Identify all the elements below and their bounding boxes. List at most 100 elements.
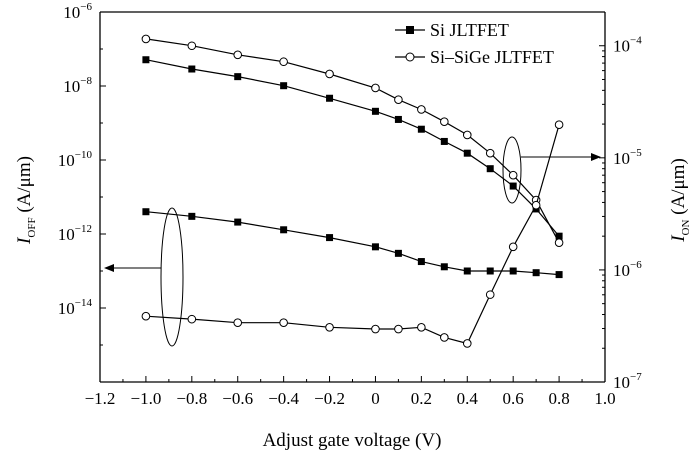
legend-label-sisige: Si–SiGe JLTFET [430, 47, 554, 67]
on-annotation [502, 136, 601, 204]
data-point-i-off-si [234, 218, 242, 226]
legend-entry-si: Si JLTFET [395, 20, 509, 40]
tick-base: 10 [63, 77, 80, 96]
data-point-i-off-si-sige [462, 339, 472, 348]
data-point-i-on-si-sige [554, 238, 564, 247]
data-point-i-off-si [509, 267, 517, 275]
tick-base: 10 [58, 225, 75, 244]
x-tick-label: 1.0 [594, 389, 615, 408]
data-point-i-off-si-sige [233, 318, 243, 328]
data-point-i-on-si-sige [508, 170, 518, 180]
tick-base: 10 [58, 151, 75, 170]
data-point-i-off-si [463, 267, 471, 275]
data-point-i-off-si [417, 258, 425, 266]
data-point-i-off-si-sige [531, 200, 541, 210]
right-axis-title-unit: (A/μm) [668, 158, 689, 219]
data-point-i-off-si-sige [187, 314, 197, 324]
left-axis-title-main: I [14, 236, 35, 245]
legend-label-si: Si JLTFET [430, 20, 509, 40]
right-axis-title-main: I [668, 234, 689, 243]
legend-entry-sisige: Si–SiGe JLTFET [395, 47, 554, 67]
right-tick-label: 10−6 [613, 259, 642, 280]
x-tick-label: 0.4 [457, 389, 479, 408]
data-point-i-on-si [326, 94, 334, 102]
tick-exponent: −6 [630, 259, 642, 271]
x-tick-label: −0.4 [268, 389, 299, 408]
data-point-i-off-si [440, 263, 448, 271]
series-line-i-off-si [145, 211, 560, 276]
right-tick-label: 10−4 [613, 35, 642, 56]
data-point-i-off-si [371, 243, 379, 251]
left-axis-title: IOFF (A/μm) [14, 156, 38, 245]
left-axis-title-unit: (A/μm) [14, 156, 35, 217]
data-point-i-on-si [394, 115, 402, 123]
data-point-i-off-si [142, 208, 150, 216]
series-line-i-on-si-sige [145, 38, 560, 243]
data-point-i-on-si [417, 125, 425, 133]
right-tick-label: 10−5 [613, 147, 642, 168]
off-annotation [104, 207, 184, 347]
tick-exponent: −7 [630, 371, 642, 383]
data-point-i-on-si-sige [371, 83, 380, 93]
data-point-i-on-si-sige [440, 117, 449, 127]
right-tick-label: 10−7 [613, 371, 642, 392]
data-point-i-off-si-sige [554, 120, 564, 129]
x-tick-label: −1.0 [130, 389, 161, 408]
data-point-i-on-si [509, 182, 517, 190]
x-tick-label: 0 [371, 389, 380, 408]
data-point-i-off-si-sige [325, 323, 334, 332]
data-point-i-on-si-sige [279, 57, 288, 67]
x-tick-label: 0.2 [411, 389, 432, 408]
x-tick-label: −0.8 [176, 389, 207, 408]
data-point-i-off-si-sige [141, 311, 151, 321]
data-point-i-on-si-sige [141, 34, 151, 44]
x-tick-label: 0.8 [548, 389, 569, 408]
data-point-i-off-si [394, 249, 402, 257]
data-point-i-off-si [532, 269, 540, 277]
data-point-i-on-si-sige [233, 50, 243, 60]
data-point-i-on-si-sige [417, 105, 426, 114]
data-point-i-on-si [234, 73, 242, 81]
data-point-i-off-si-sige [279, 318, 288, 328]
data-point-i-on-si [555, 232, 563, 240]
tick-base: 10 [613, 373, 630, 392]
left-tick-label: 10−8 [63, 75, 92, 96]
data-point-i-on-si [142, 56, 150, 64]
data-point-i-off-si-sige [508, 242, 518, 252]
tick-exponent: −6 [80, 1, 92, 13]
data-point-i-on-si [188, 65, 196, 73]
series-line-i-on-si [145, 59, 560, 237]
data-point-i-off-si [326, 234, 334, 242]
on-ellipse [502, 136, 522, 204]
series-line-i-off-si-sige [145, 124, 560, 345]
data-point-i-off-si [486, 267, 494, 275]
legend: Si JLTFET Si–SiGe JLTFET [395, 20, 554, 67]
data-point-i-on-si [371, 107, 379, 115]
tick-base: 10 [613, 149, 630, 168]
on-arrowhead [591, 153, 601, 161]
x-axis-ticks: −1.2 −1.0 −0.8 −0.6 −0.4 −0.2 0 0.2 0.4 0.6 0.8 1.0 [85, 376, 616, 408]
data-point-i-off-si-sige [371, 324, 380, 334]
tick-base: 10 [63, 3, 80, 22]
left-tick-label: 10−14 [58, 297, 93, 318]
tick-base: 10 [58, 299, 75, 318]
tick-exponent: −5 [630, 147, 642, 159]
data-point-i-on-si-sige [462, 130, 472, 140]
tick-exponent: −14 [75, 297, 93, 309]
tick-base: 10 [613, 37, 630, 56]
right-axis-title-sub: ON [680, 220, 692, 236]
series-layer [141, 34, 564, 348]
data-point-i-off-si-sige [394, 324, 403, 334]
data-point-i-off-si-sige [417, 323, 426, 332]
legend-marker-filled-square [406, 26, 414, 34]
left-tick-label: 10−12 [58, 223, 92, 244]
data-point-i-on-si [463, 149, 471, 157]
off-arrowhead [104, 264, 114, 272]
data-point-i-off-si-sige [485, 290, 495, 299]
tick-exponent: −12 [75, 223, 92, 235]
data-point-i-off-si [188, 212, 196, 220]
x-tick-label: 0.6 [503, 389, 524, 408]
off-ellipse [160, 207, 184, 347]
